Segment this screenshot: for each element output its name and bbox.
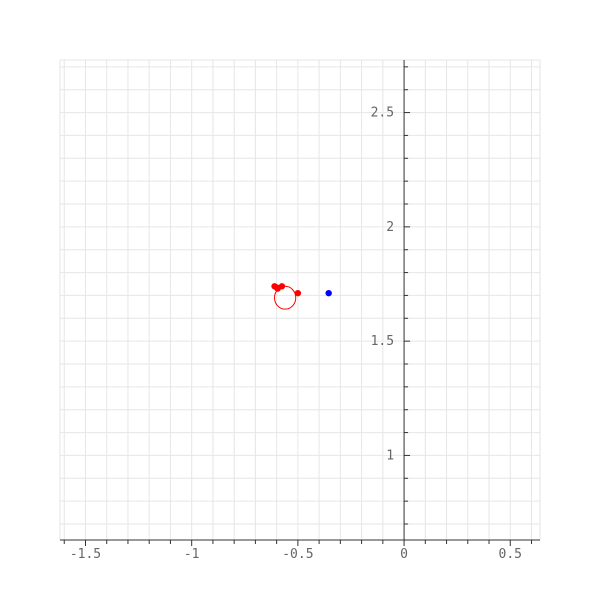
x-tick-label: 0 <box>400 547 408 562</box>
x-tick-label: -1.5 <box>70 547 101 562</box>
x-tick-label: -1 <box>184 547 200 562</box>
data-marks <box>271 283 332 310</box>
y-tick-label: 1.5 <box>371 334 394 349</box>
grid <box>59 59 541 541</box>
data-point <box>278 283 286 290</box>
x-tick-label: -0.5 <box>282 547 313 562</box>
data-point <box>325 289 332 297</box>
y-tick-label: 2.5 <box>371 106 394 121</box>
data-point <box>294 289 302 297</box>
y-tick-label: 2 <box>386 220 394 235</box>
y-tick-label: 1 <box>386 448 394 463</box>
x-tick-label: 0.5 <box>499 547 522 562</box>
tick-labels: -1.5 -1 -0.5 0 0.5 1 1.5 2 2.5 <box>70 106 522 562</box>
data-point <box>273 284 280 291</box>
axes <box>60 60 540 546</box>
